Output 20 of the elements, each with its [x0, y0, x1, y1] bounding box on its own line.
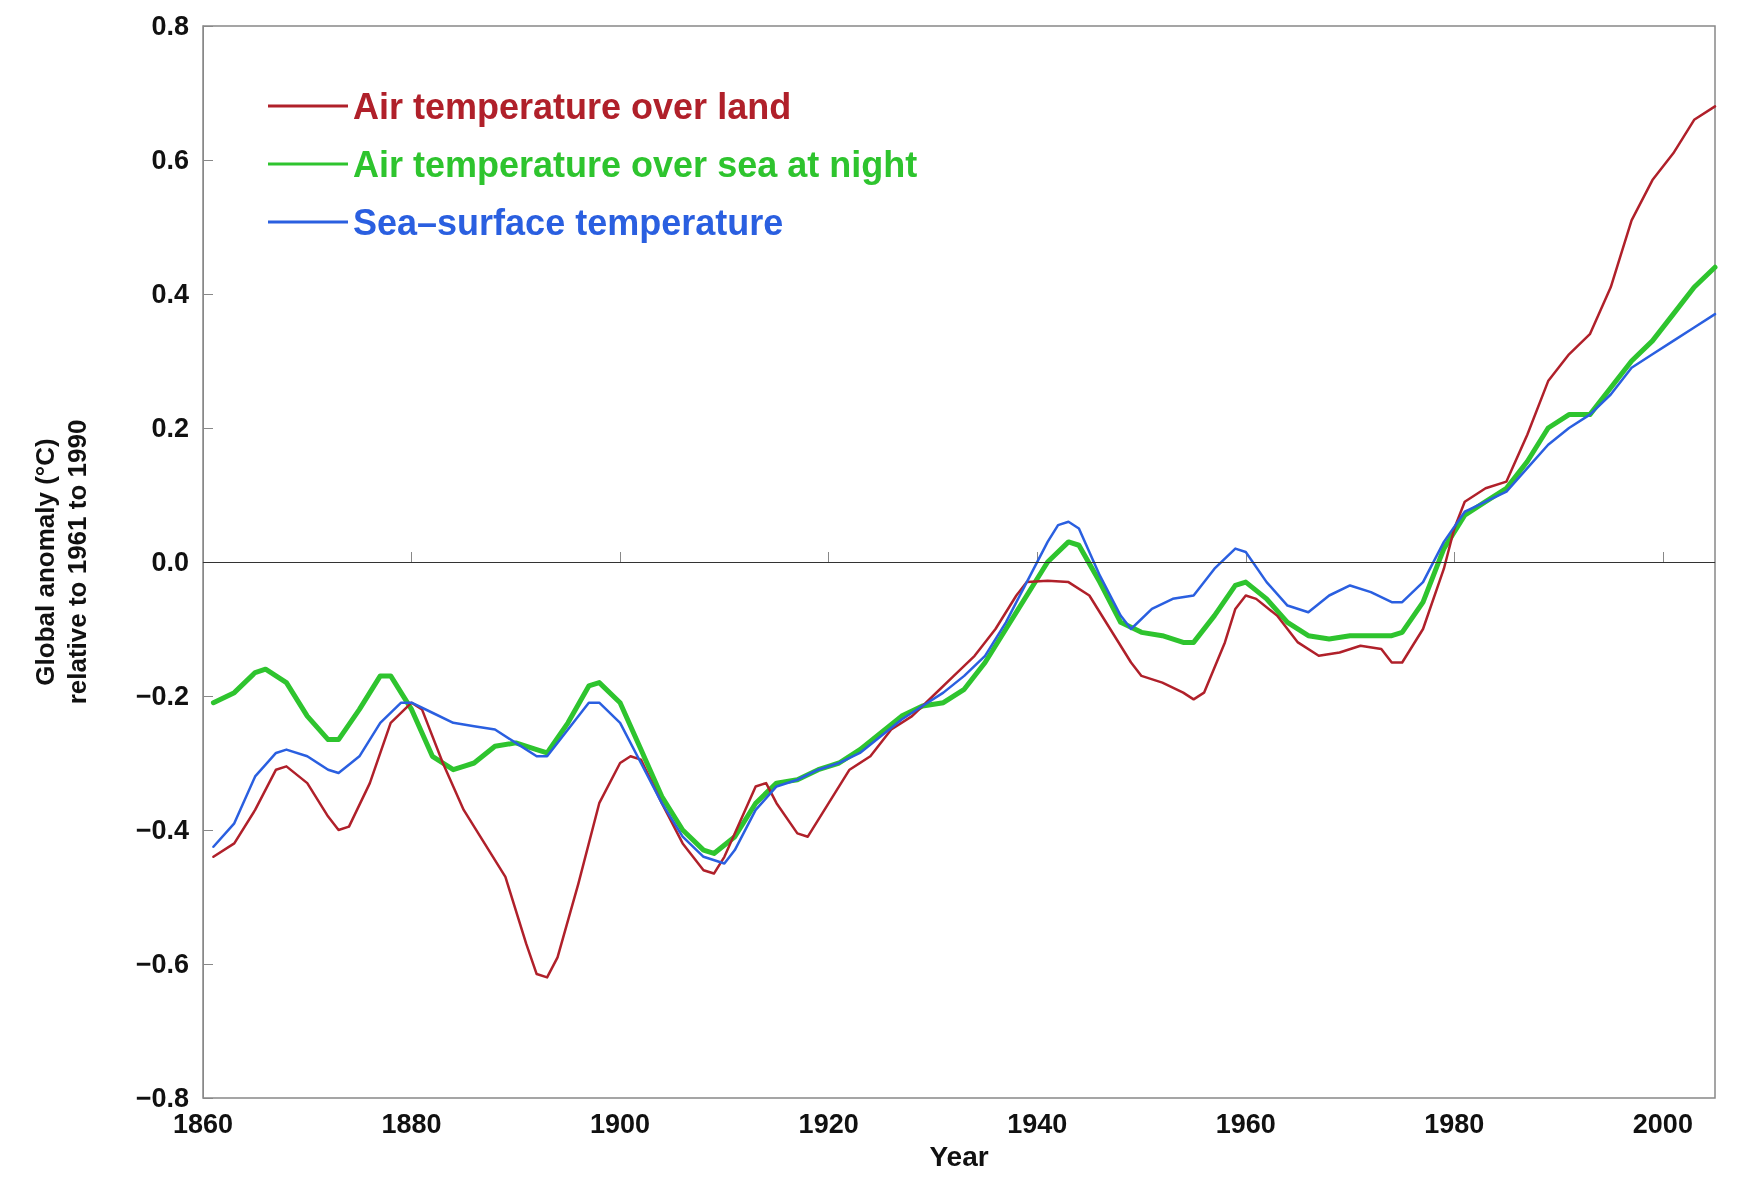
- x-tick-label: 1900: [590, 1108, 651, 1139]
- legend-label: Sea–surface temperature: [353, 201, 784, 243]
- legend-label: Air temperature over sea at night: [353, 143, 918, 185]
- y-tick-label: 0.2: [151, 413, 189, 443]
- y-tick-label: 0.4: [151, 279, 189, 309]
- y-tick-label: 0.8: [151, 11, 189, 41]
- legend-label: Air temperature over land: [353, 85, 792, 127]
- y-axis-title: Global anomaly (°C) relative to 1961 to 1990: [30, 419, 92, 705]
- x-tick-label: 1920: [798, 1108, 859, 1139]
- x-tick-label: 1940: [1007, 1108, 1068, 1139]
- y-tick-label: −0.6: [135, 949, 189, 979]
- x-tick-label: 1880: [381, 1108, 442, 1139]
- x-tick-label: 2000: [1632, 1108, 1693, 1139]
- x-tick-label: 1980: [1424, 1108, 1485, 1139]
- y-tick-label: 0.0: [151, 547, 189, 577]
- x-axis-title: Year: [929, 1140, 989, 1172]
- y-tick-label: −0.2: [135, 681, 189, 711]
- y-tick-label: 0.6: [151, 145, 189, 175]
- x-tick-label: 1960: [1215, 1108, 1276, 1139]
- y-tick-label: −0.4: [135, 815, 189, 845]
